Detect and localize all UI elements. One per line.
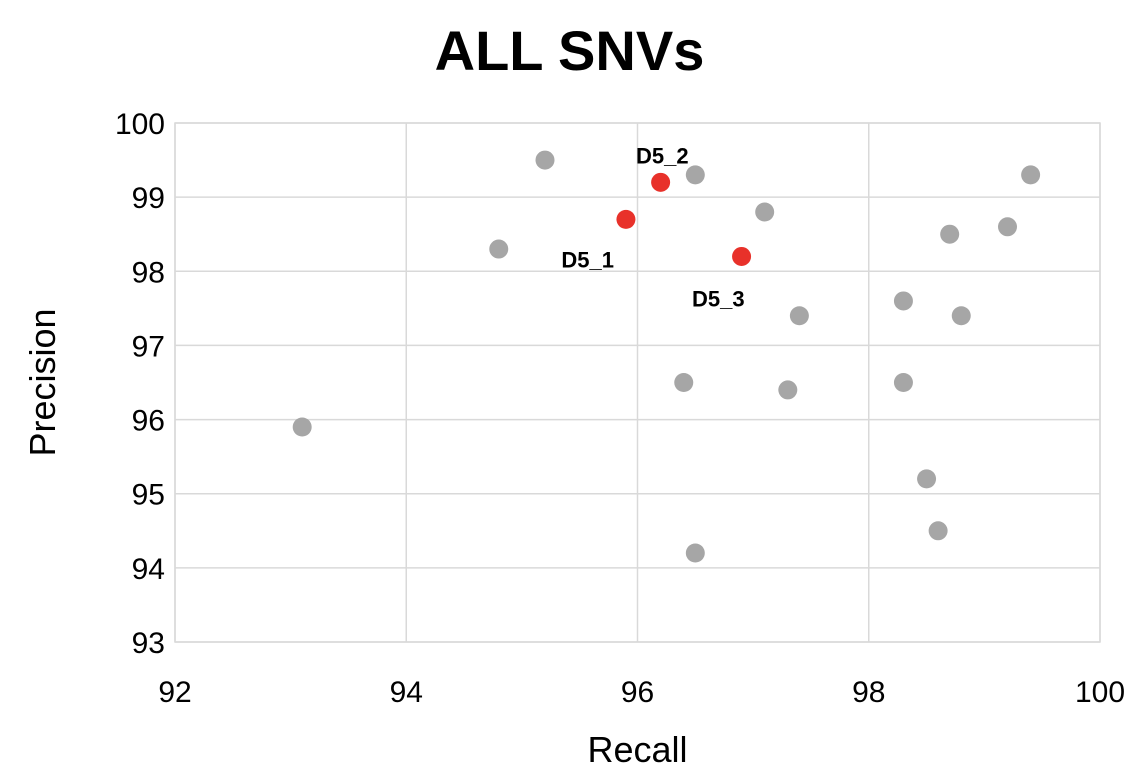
data-point <box>951 306 971 326</box>
y-tick-label: 98 <box>132 256 165 289</box>
data-point <box>489 239 509 259</box>
data-point <box>292 417 312 437</box>
y-tick-label: 100 <box>115 108 165 141</box>
data-point <box>685 165 705 185</box>
y-tick-label: 93 <box>132 627 165 660</box>
highlighted-point <box>732 246 752 266</box>
y-axis-label: Precision <box>22 308 63 456</box>
y-tick-label: 96 <box>132 405 165 438</box>
plot-area-frame <box>174 122 1101 643</box>
data-point <box>940 224 960 244</box>
axis-ticks: 92 94 96 98 100 93 94 95 96 97 98 99 100 <box>115 108 1125 709</box>
x-axis-label: Recall <box>587 729 687 770</box>
x-tick-label: 94 <box>390 676 423 709</box>
point-labels: D5_1 D5_2 D5_3 <box>561 143 744 311</box>
highlighted-point <box>616 209 636 229</box>
point-label: D5_2 <box>636 143 689 168</box>
data-points <box>292 150 1041 563</box>
x-tick-label: 100 <box>1075 676 1125 709</box>
y-tick-label: 95 <box>132 479 165 512</box>
data-point <box>674 373 694 392</box>
data-point <box>685 543 705 563</box>
data-point <box>789 306 809 326</box>
grid <box>174 122 1101 643</box>
x-tick-label: 92 <box>158 676 191 709</box>
data-point <box>928 521 948 541</box>
data-point <box>1021 165 1041 185</box>
data-point <box>998 217 1017 237</box>
chart-title: ALL SNVs <box>435 19 705 82</box>
y-tick-label: 97 <box>132 330 165 363</box>
data-point <box>893 291 913 311</box>
data-point <box>778 380 798 400</box>
data-point <box>535 150 555 170</box>
y-tick-label: 99 <box>132 182 165 215</box>
y-tick-label: 94 <box>132 553 165 586</box>
point-label: D5_3 <box>692 286 745 311</box>
data-point <box>755 202 775 222</box>
data-point <box>893 373 913 392</box>
data-point <box>917 469 937 489</box>
highlighted-point <box>651 172 671 192</box>
x-tick-label: 98 <box>852 676 885 709</box>
x-tick-label: 96 <box>621 676 654 709</box>
point-label: D5_1 <box>561 247 614 272</box>
